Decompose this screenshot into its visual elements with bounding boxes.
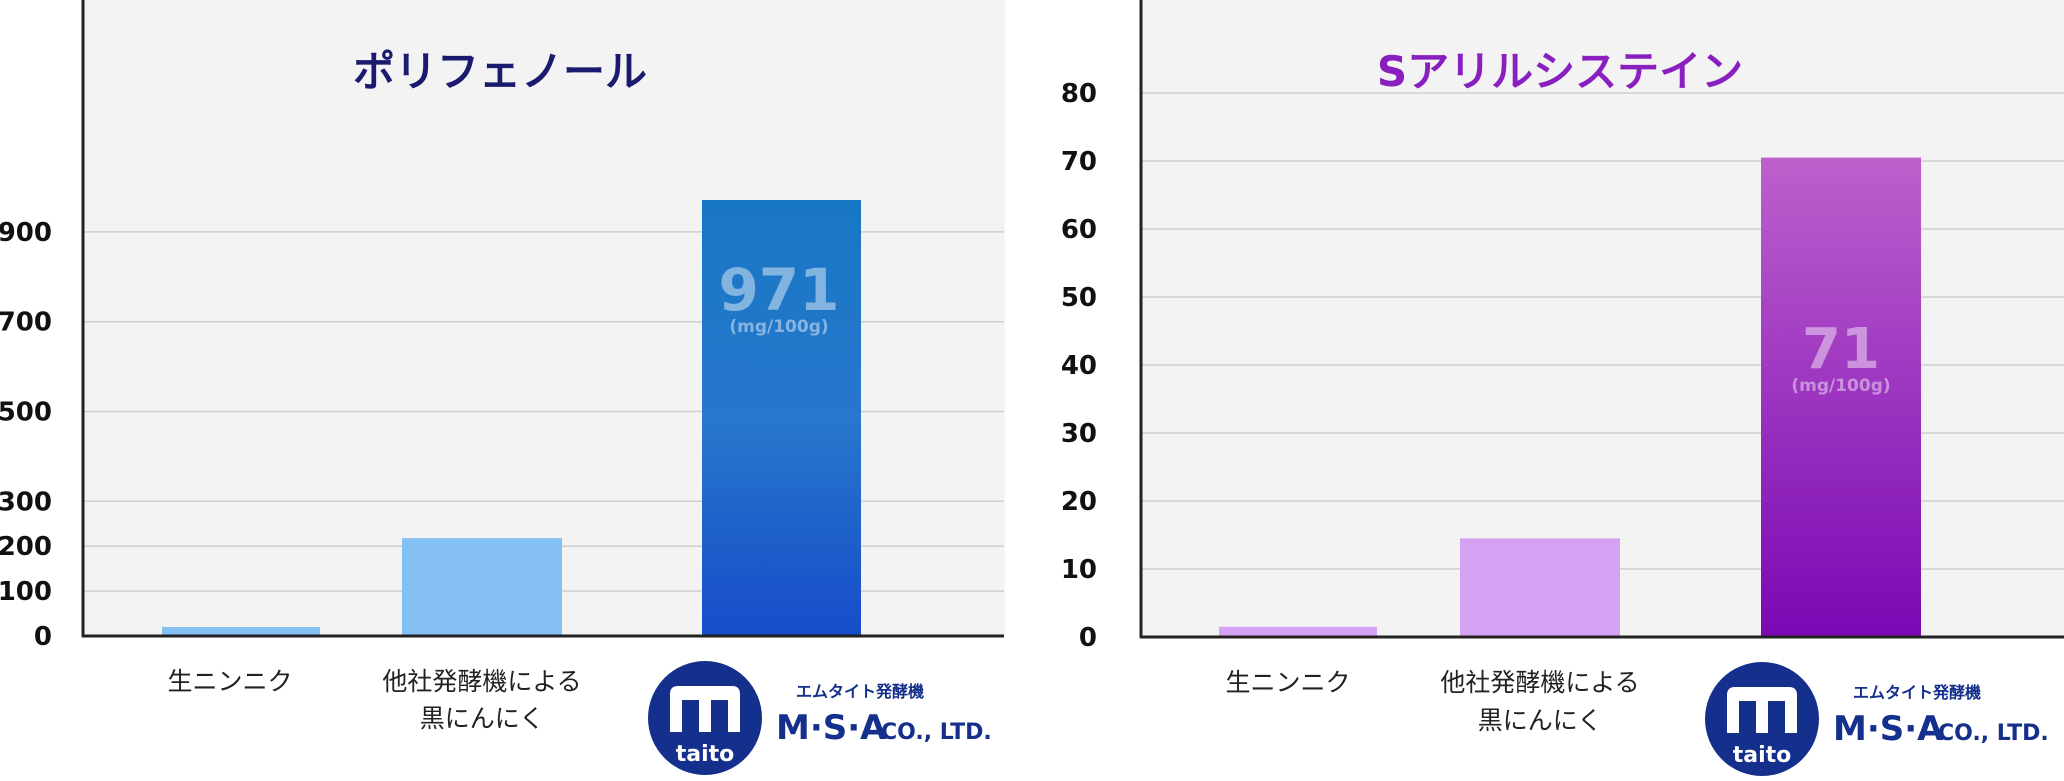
- logo-emblem-text: taito: [676, 742, 735, 767]
- logo-company-suffix: CO., LTD.: [881, 720, 992, 745]
- y-tick-label: 500: [0, 398, 52, 428]
- y-tick-label: 100: [0, 577, 52, 607]
- x-category-label: 他社発酵機による: [1440, 668, 1639, 697]
- y-tick-label: 700: [0, 308, 52, 338]
- msa-logo: taito エムタイト発酵機 M·S·ACO., LTD.: [1705, 662, 2049, 776]
- y-tick-label: 900: [0, 218, 52, 248]
- y-tick-label: 80: [1061, 79, 1097, 109]
- bar-value-unit: (mg/100g): [729, 317, 828, 337]
- y-tick-label: 300: [0, 487, 52, 517]
- x-category-label: 生ニンニク: [167, 667, 292, 696]
- polyphenol-chart: 0 100 200 300 500 700 900 ポリフェノール 971 (mg/100g…: [0, 0, 1005, 733]
- bar: [702, 200, 861, 636]
- bar: [1219, 626, 1377, 637]
- y-tick-label: 30: [1061, 419, 1097, 449]
- bars: [162, 200, 861, 636]
- s-allyl-cysteine-chart: 0 10 20 30 40 50 60 70 80 Sアリルシステイン 71 (mg/100g)…: [1061, 0, 2064, 735]
- bar: [1460, 538, 1620, 637]
- x-category-label: 生ニンニク: [1225, 668, 1350, 697]
- bar: [1761, 157, 1921, 637]
- y-tick-labels: 0 10 20 30 40 50 60 70 80: [1061, 79, 1097, 653]
- bar: [402, 538, 562, 636]
- bar-value-label: 971: [718, 256, 839, 324]
- bar-value-unit: (mg/100g): [1791, 376, 1890, 396]
- x-category-label: 黒にんにく: [1478, 706, 1603, 735]
- y-tick-label: 0: [34, 622, 52, 652]
- msa-logo: taito エムタイト発酵機 M·S·ACO., LTD.: [648, 661, 992, 775]
- bars: [1219, 157, 1921, 637]
- y-tick-label: 50: [1061, 283, 1097, 313]
- logo-kana: エムタイト発酵機: [1853, 683, 1981, 702]
- chart-title: Sアリルシステイン: [1377, 47, 1743, 96]
- x-category-label: 黒にんにく: [420, 704, 545, 733]
- logo-m-mark: [670, 686, 740, 732]
- chart-title: ポリフェノール: [353, 47, 647, 96]
- logo-company-name: M·S·A: [776, 708, 887, 748]
- bar-value-label: 71: [1802, 317, 1880, 382]
- y-tick-labels: 0 100 200 300 500 700 900: [0, 218, 52, 652]
- y-tick-label: 70: [1061, 147, 1097, 177]
- y-tick-label: 10: [1061, 555, 1097, 585]
- logo-emblem-text: taito: [1733, 743, 1792, 768]
- y-tick-label: 200: [0, 532, 52, 562]
- y-tick-label: 20: [1061, 487, 1097, 517]
- logo-company-name: M·S·A: [1833, 709, 1944, 749]
- y-tick-label: 0: [1079, 623, 1097, 653]
- logo-m-mark: [1727, 687, 1797, 733]
- logo-company-suffix: CO., LTD.: [1938, 721, 2049, 746]
- bar: [162, 627, 320, 636]
- y-tick-label: 60: [1061, 215, 1097, 245]
- x-category-label: 他社発酵機による: [382, 667, 581, 696]
- y-tick-label: 40: [1061, 351, 1097, 381]
- logo-kana: エムタイト発酵機: [796, 682, 924, 701]
